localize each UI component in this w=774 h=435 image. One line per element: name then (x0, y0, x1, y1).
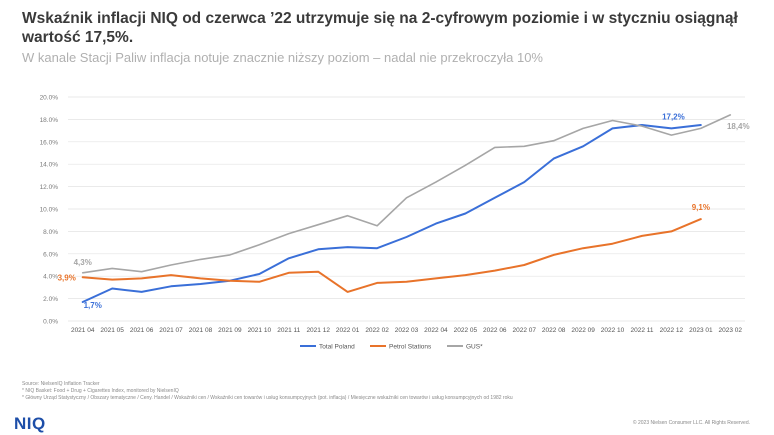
page-subtitle: W kanale Stacji Paliw inflacja notuje zn… (22, 50, 543, 65)
x-tick-label: 2023 01 (689, 327, 713, 334)
x-tick-label: 2022 09 (571, 327, 595, 334)
x-tick-label: 2022 10 (601, 327, 625, 334)
chart-legend: Total Poland Petrol Stations GUS* (300, 344, 483, 351)
y-tick-label: 18.0% (40, 117, 59, 124)
data-label: 17,2% (662, 112, 685, 121)
x-tick-label: 2021 09 (218, 327, 242, 334)
y-tick-label: 6.0% (43, 251, 58, 258)
y-tick-label: 12.0% (40, 184, 59, 191)
legend-label: GUS* (466, 344, 483, 351)
x-tick-label: 2022 02 (365, 327, 389, 334)
y-tick-label: 2.0% (43, 296, 58, 303)
data-label: 4,3% (74, 258, 92, 267)
data-label: 1,7% (84, 301, 102, 310)
x-tick-label: 2021 06 (130, 327, 154, 334)
legend-label: Petrol Stations (389, 344, 432, 351)
x-tick-label: 2021 04 (71, 327, 95, 334)
x-tick-label: 2021 07 (159, 327, 183, 334)
data-label: 3,9% (58, 273, 76, 282)
x-tick-label: 2023 02 (719, 327, 743, 334)
chart-annotations: 4,3% 3,9% 1,7% 17,2% 18,4% 9,1% (58, 112, 750, 310)
source-line-3: * Główny Urząd Statystyczny / Obszary te… (22, 395, 513, 401)
x-tick-label: 2021 10 (248, 327, 272, 334)
x-tick-label: 2021 11 (277, 327, 300, 334)
x-tick-label: 2022 04 (424, 327, 448, 334)
x-tick-label: 2022 03 (395, 327, 419, 334)
data-label: 18,4% (727, 122, 750, 131)
x-tick-label: 2022 08 (542, 327, 566, 334)
series-line-2 (81, 114, 732, 274)
x-tick-label: 2022 07 (512, 327, 536, 334)
line-chart: 0.0% 2.0% 4.0% 6.0% 8.0% 10.0% 12.0% 14.0% 16.0%… (40, 95, 750, 351)
page-title: Wskaźnik inflacji NIQ od czerwca ’22 utr… (22, 10, 738, 46)
x-tick-label: 2021 08 (189, 327, 213, 334)
chart-grid (68, 96, 745, 322)
y-tick-label: 20.0% (40, 95, 59, 102)
x-tick-label: 2021 05 (100, 327, 124, 334)
y-tick-label: 16.0% (40, 139, 59, 146)
y-tick-label: 0.0% (43, 319, 58, 326)
y-tick-label: 10.0% (40, 207, 59, 214)
y-axis-ticks: 0.0% 2.0% 4.0% 6.0% 8.0% 10.0% 12.0% 14.0% 16.0%… (40, 95, 59, 326)
y-tick-label: 8.0% (43, 229, 58, 236)
x-tick-label: 2021 12 (306, 327, 330, 334)
x-axis-ticks: 2021 04 2021 05 2021 06 2021 07 2021 08 2021 … (71, 327, 742, 334)
series-line-1 (81, 218, 702, 293)
y-tick-label: 4.0% (43, 274, 58, 281)
legend-label: Total Poland (319, 344, 355, 351)
niq-logo: NIQ (14, 414, 46, 433)
source-line-2: * NIQ Basket: Food + Drug + Cigarettes I… (22, 388, 179, 394)
data-label: 9,1% (692, 203, 710, 212)
source-line-1: Source: NielsenIQ Inflation Tracker (22, 381, 100, 387)
x-tick-label: 2022 12 (660, 327, 684, 334)
y-tick-label: 14.0% (40, 162, 59, 169)
copyright-note: © 2023 Nielsen Consumer LLC. All Rights … (632, 420, 750, 426)
series-line-0 (81, 124, 702, 303)
chart-series (81, 114, 732, 303)
x-tick-label: 2022 06 (483, 327, 507, 334)
x-tick-label: 2022 05 (454, 327, 478, 334)
sources-note: Source: NielsenIQ Inflation Tracker * NI… (22, 381, 662, 402)
x-tick-label: 2022 11 (630, 327, 653, 334)
x-tick-label: 2022 01 (336, 327, 360, 334)
